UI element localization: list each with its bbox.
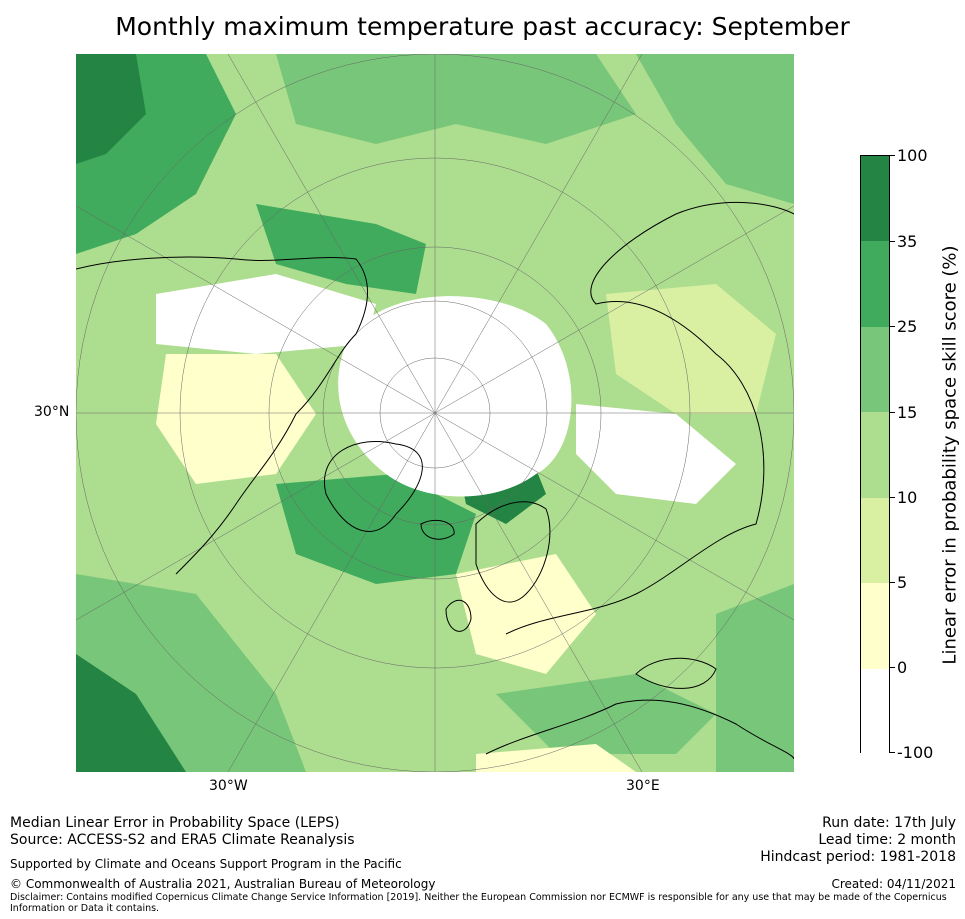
coastline-iceland: [420, 519, 455, 540]
skill-region-north-pacific: [276, 54, 636, 144]
coastline-scandinavia: [475, 501, 551, 603]
footer-source: Source: ACCESS-S2 and ERA5 Climate Reana…: [10, 832, 355, 848]
footer-method: Median Linear Error in Probability Space…: [10, 815, 340, 831]
skill-region-mediterranean: [496, 674, 716, 754]
skill-region-ne: [636, 54, 794, 204]
colorbar-tick-label: 10: [897, 488, 918, 507]
footer-disclaimer: Disclaimer: Contains modified Copernicus…: [10, 892, 947, 914]
colorbar-tick: [889, 497, 895, 498]
footer-support: Supported by Climate and Oceans Support …: [10, 857, 402, 871]
skill-region-north-atlantic: [276, 474, 476, 584]
coastline-eurasia: [505, 201, 794, 635]
skill-region-se: [716, 584, 794, 772]
colorbar-bin-10-15: [861, 412, 889, 498]
footer-hindcast-period: Hindcast period: 1981-2018: [760, 849, 956, 865]
skill-region-sw-dark: [76, 654, 186, 772]
footer-created-date: Created: 04/11/2021: [831, 877, 956, 891]
coastline-north-america: [76, 256, 369, 575]
coastlines: [76, 201, 794, 760]
coastline-europe-south: [485, 699, 794, 760]
graticule: [76, 54, 794, 772]
colorbar-tick: [889, 582, 895, 583]
longitude-label-30w: 30°W: [209, 778, 248, 794]
longitude-label-30e: 30°E: [626, 778, 660, 794]
colorbar-tick: [889, 241, 895, 242]
footer-run-date: Run date: 17th July: [822, 815, 956, 831]
colorbar-tick-label: 100: [897, 146, 928, 165]
map-title: Monthly maximum temperature past accurac…: [115, 12, 850, 41]
meridian-line-6: [76, 205, 794, 621]
colorbar-tick: [889, 155, 895, 156]
skill-region-europe-yellow: [456, 554, 596, 674]
coastline-british-isles: [445, 599, 472, 632]
colorbar-bin-neg100-0: [861, 669, 889, 754]
skill-region-canada-yellow: [156, 354, 316, 484]
colorbar-tick: [889, 752, 895, 753]
colorbar-tick-label: 0: [897, 658, 908, 677]
skill-region-sahara: [476, 744, 636, 772]
colorbar-tick-label: 15: [897, 403, 918, 422]
skill-region-siberia: [606, 284, 776, 414]
skill-region-darkest-nw: [76, 54, 146, 164]
colorbar-tick: [889, 326, 895, 327]
colorbar-tick-label: -100: [897, 743, 934, 762]
colorbar-title: Linear error in probability space skill …: [939, 245, 961, 665]
colorbar-tick-label: 25: [897, 317, 918, 336]
colorbar-bin-25-35: [861, 241, 889, 327]
colorbar-tick: [889, 412, 895, 413]
coastline-greenland: [324, 440, 423, 532]
colorbar-tick-label: 35: [897, 232, 918, 251]
colorbar-bin-0-5: [861, 583, 889, 669]
colorbar-tick: [889, 667, 895, 668]
colorbar-bin-15-25: [861, 327, 889, 412]
colorbar-bin-35-100: [861, 156, 889, 241]
coastline-black-sea: [635, 657, 717, 689]
latitude-label-30n: 30°N: [34, 404, 70, 420]
colorbar: [860, 155, 890, 754]
colorbar-bin-5-10: [861, 498, 889, 583]
map-canvas: [76, 54, 794, 772]
skill-region-russia-low: [576, 404, 736, 504]
colorbar-tick-label: 5: [897, 573, 908, 592]
skill-region-greenland-sea: [256, 204, 426, 294]
footer-copyright: © Commonwealth of Australia 2021, Austra…: [10, 877, 436, 891]
polar-skill-map: [76, 54, 794, 772]
skill-region-alaska: [156, 274, 376, 354]
footer-lead-time: Lead time: 2 month: [818, 832, 956, 848]
